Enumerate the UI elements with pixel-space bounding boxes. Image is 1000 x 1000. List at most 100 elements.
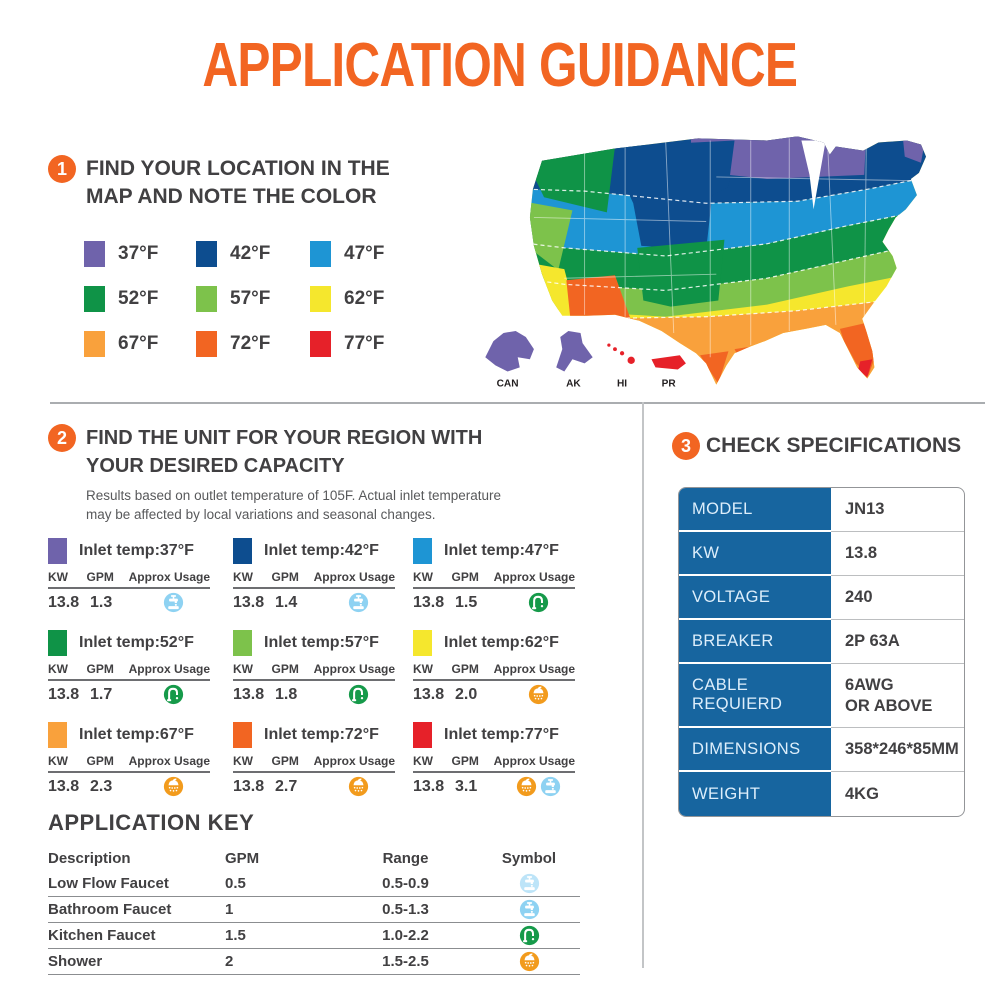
page-title: APPLICATION GUIDANCE [202,31,799,100]
inlet-temp-label: Inlet temp:52°F [79,634,194,651]
shower-icon [519,951,540,972]
bathroom-faucet-icon [163,592,184,613]
legend-color-swatch [196,331,217,357]
key-gpm: 1.5 [225,927,246,944]
spec-row: BREAKER 2P 63A [679,620,964,664]
approx-usage-icons [501,776,575,797]
kitchen-faucet-icon [348,684,369,705]
inlet-temp-swatch [48,722,67,748]
legend-item: 57°F [196,286,310,312]
key-gpm: 2 [225,953,234,970]
application-key-row: Kitchen Faucet 1.5 1.0-2.2 [48,923,580,949]
legend-item: 67°F [84,331,196,357]
gpm-value: 3.1 [455,777,478,795]
legend-item: 47°F [310,241,422,267]
key-description: Bathroom Faucet [48,901,172,918]
key-gpm: 1 [225,901,234,918]
section-find-location: 1 FIND YOUR LOCATION IN THE MAP AND NOTE… [48,155,448,357]
bathroom-faucet-icon [348,592,369,613]
legend-label: 57°F [230,288,271,309]
legend-color-swatch [196,286,217,312]
step-3-badge: 3 [672,432,700,460]
kw-value: 13.8 [233,685,265,703]
gpm-value: 2.3 [90,777,113,795]
application-key-row: Low Flow Faucet 0.5 0.5-0.9 [48,871,580,897]
spec-row: CABLE REQUIERD 6AWG OR ABOVE [679,664,964,728]
map-inset-alaska [556,330,593,372]
vertical-divider [642,402,644,968]
us-temperature-map: CAN AK HI PR [485,136,927,390]
legend-label: 67°F [118,333,159,354]
map-label-can: CAN [497,379,519,390]
kitchen-faucet-icon [519,925,540,946]
inlet-temp-label: Inlet temp:62°F [444,634,559,651]
key-symbol [478,899,580,920]
map-inset-hawaii [607,343,635,364]
application-key-header-row: Description GPM Range Symbol [48,850,557,867]
inlet-temp-swatch [233,630,252,656]
inlet-temp-table: Inlet temp:62°F KW GPM Approx Usage 13.8 2… [413,629,575,705]
legend-item: 52°F [84,286,196,312]
section3-heading: CHECK SPECIFICATIONS [706,434,962,457]
legend-color-swatch [310,331,331,357]
legend-color-swatch [310,241,331,267]
section2-heading: FIND THE UNIT FOR YOUR REGION WITH YOUR … [86,427,483,477]
inlet-temp-table: Inlet temp:67°F KW GPM Approx Usage 13.8 2… [48,721,210,797]
inlet-temp-table: Inlet temp:77°F KW GPM Approx Usage 13.8 3… [413,721,575,797]
key-symbol [478,951,580,972]
inlet-temp-label: Inlet temp:47°F [444,542,559,559]
shower-icon [528,684,549,705]
key-symbol [478,925,580,946]
inlet-temp-col-headers: KW GPM Approx Usage [233,754,395,768]
inlet-temp-table: Inlet temp:42°F KW GPM Approx Usage 13.8 1… [233,537,395,613]
legend-item: 42°F [196,241,310,267]
kw-value: 13.8 [413,593,445,611]
gpm-value: 1.5 [455,593,478,611]
spec-value: JN13 [831,488,964,532]
kw-value: 13.8 [413,685,445,703]
legend-label: 42°F [230,243,271,264]
inlet-temp-label: Inlet temp:42°F [264,542,379,559]
inlet-temp-tables: Inlet temp:37°F KW GPM Approx Usage 13.8 1… [48,537,583,797]
spec-label: DIMENSIONS [679,728,831,772]
approx-usage-icons [321,684,395,705]
spec-row: MODEL JN13 [679,488,964,532]
approx-usage-icons [321,776,395,797]
gpm-value: 1.7 [90,685,113,703]
shower-icon [516,776,537,797]
specifications-table: MODEL JN13 KW 13.8 VOLTAGE 240 BREAKER 2… [678,487,965,817]
temperature-legend: 37°F 42°F 47°F 52°F 57°F 62°F 67°F 72°F … [84,241,448,357]
spec-label: CABLE REQUIERD [679,664,831,728]
inlet-temp-label: Inlet temp:67°F [79,726,194,743]
approx-usage-icons [136,592,210,613]
map-inset-canada [485,330,534,372]
inlet-temp-swatch [48,630,67,656]
bathroom-faucet-icon [540,776,561,797]
inlet-temp-col-headers: KW GPM Approx Usage [413,754,575,768]
low-flow-faucet-icon [519,873,540,894]
legend-color-swatch [84,241,105,267]
spec-label: WEIGHT [679,772,831,816]
legend-label: 62°F [344,288,385,309]
inlet-temp-col-headers: KW GPM Approx Usage [233,570,395,584]
spec-row: DIMENSIONS 358*246*85MM [679,728,964,772]
inlet-temp-label: Inlet temp:77°F [444,726,559,743]
gpm-value: 2.7 [275,777,298,795]
inlet-temp-swatch [413,722,432,748]
application-key-table: Description GPM Range Symbol Low Flow Fa… [48,846,580,975]
inlet-temp-swatch [413,538,432,564]
spec-value: 358*246*85MM [831,728,964,772]
section-check-specifications: 3 CHECK SPECIFICATIONS MODEL JN13 KW 13.… [672,432,992,817]
legend-label: 52°F [118,288,159,309]
inlet-temp-col-headers: KW GPM Approx Usage [413,662,575,676]
legend-color-swatch [310,286,331,312]
spec-value: 13.8 [831,532,964,576]
approx-usage-icons [321,592,395,613]
approx-usage-icons [501,684,575,705]
inlet-temp-swatch [233,538,252,564]
spec-row: VOLTAGE 240 [679,576,964,620]
inlet-temp-table: Inlet temp:57°F KW GPM Approx Usage 13.8 1… [233,629,395,705]
shower-icon [348,776,369,797]
spec-label: KW [679,532,831,576]
